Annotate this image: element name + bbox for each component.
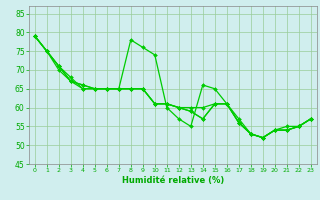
X-axis label: Humidité relative (%): Humidité relative (%) <box>122 176 224 185</box>
